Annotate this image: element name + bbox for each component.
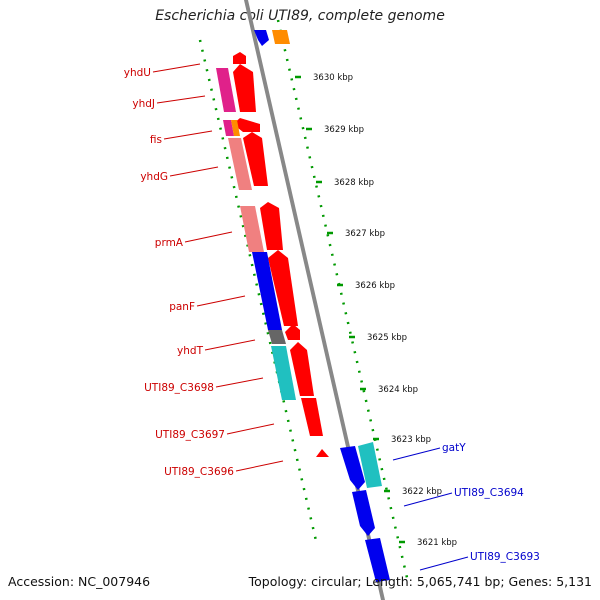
gene-leader-line bbox=[215, 377, 264, 388]
feature-misc bbox=[216, 68, 236, 112]
feature-reverse bbox=[340, 446, 365, 490]
feature-reverse bbox=[358, 442, 382, 488]
gene-label[interactable]: UTI89_C3697 bbox=[155, 429, 225, 441]
gene-label[interactable]: UTI89_C3694 bbox=[454, 487, 524, 499]
feature-forward bbox=[285, 324, 300, 340]
track-forward bbox=[233, 52, 329, 457]
feature-forward bbox=[316, 449, 329, 457]
scale-tick-label: 3629 kbp bbox=[324, 125, 364, 135]
scale-tick-label: 3624 kbp bbox=[378, 385, 418, 395]
scale-tick-label: 3621 kbp bbox=[417, 538, 457, 548]
scale-tick-labels: 3630 kbp 3629 kbp 3628 kbp 3627 kbp 3626 kbp… bbox=[295, 73, 457, 548]
feature-misc bbox=[271, 346, 296, 400]
feature-forward bbox=[268, 250, 298, 326]
ruler-right-dots bbox=[276, 19, 410, 583]
feature-reverse bbox=[254, 30, 269, 46]
genome-summary-text: Topology: circular; Length: 5,065,741 bp… bbox=[248, 574, 592, 589]
gene-leader-line bbox=[403, 492, 453, 507]
scale-tick-label: 3628 kbp bbox=[334, 178, 374, 188]
feature-misc bbox=[240, 206, 264, 252]
gene-leader-line bbox=[204, 339, 256, 351]
feature-forward bbox=[301, 398, 323, 436]
gene-label[interactable]: UTI89_C3693 bbox=[470, 551, 540, 563]
track-reverse bbox=[254, 30, 390, 582]
gene-label[interactable]: yhdJ bbox=[132, 98, 155, 110]
feature-reverse bbox=[365, 538, 390, 582]
feature-misc bbox=[252, 252, 282, 330]
gene-label[interactable]: yhdU bbox=[124, 67, 151, 79]
right-gene-labels: gatY UTI89_C3694 UTI89_C3693 bbox=[392, 442, 540, 571]
gene-leader-line bbox=[184, 231, 233, 243]
gene-label[interactable]: prmA bbox=[155, 237, 184, 249]
scale-tick-label: 3623 kbp bbox=[391, 435, 431, 445]
scale-tick-label: 3622 kbp bbox=[402, 487, 442, 497]
gene-label[interactable]: yhdG bbox=[140, 171, 168, 183]
gene-leader-line bbox=[392, 447, 441, 461]
feature-reverse bbox=[352, 490, 375, 536]
ruler-left-dots bbox=[198, 39, 319, 546]
feature-reverse bbox=[272, 30, 290, 44]
feature-forward bbox=[233, 52, 246, 64]
gene-leader-line bbox=[419, 556, 469, 571]
feature-forward bbox=[290, 342, 314, 396]
gene-label[interactable]: yhdT bbox=[177, 345, 204, 357]
map-title: Escherichia coli UTI89, complete genome bbox=[155, 8, 445, 24]
feature-misc bbox=[223, 120, 234, 136]
gene-label[interactable]: fis bbox=[150, 134, 162, 146]
gene-leader-line bbox=[156, 95, 206, 104]
gene-label[interactable]: UTI89_C3698 bbox=[144, 382, 214, 394]
feature-forward bbox=[233, 64, 256, 112]
feature-misc bbox=[268, 330, 286, 344]
scale-tick-label: 3630 kbp bbox=[313, 73, 353, 83]
gene-leader-line bbox=[152, 63, 201, 73]
scale-tick-label: 3627 kbp bbox=[345, 229, 385, 239]
feature-misc bbox=[228, 138, 252, 190]
gene-leader-line bbox=[163, 130, 213, 140]
ruler-right bbox=[276, 19, 410, 583]
gene-label[interactable]: gatY bbox=[442, 442, 466, 454]
scale-tick-label: 3625 kbp bbox=[367, 333, 407, 343]
gene-leader-line bbox=[235, 460, 284, 472]
feature-misc bbox=[231, 120, 240, 136]
feature-forward bbox=[260, 202, 283, 250]
gene-label[interactable]: panF bbox=[169, 301, 195, 313]
ruler-left bbox=[198, 39, 319, 546]
feature-forward bbox=[243, 132, 268, 186]
gene-leader-line bbox=[196, 295, 246, 307]
left-gene-labels: yhdU yhdJ fis yhdG prmA panF yhdT UTI89_C3698 UT… bbox=[124, 63, 284, 478]
track-forward-misc bbox=[216, 68, 296, 400]
scale-tick-label: 3626 kbp bbox=[355, 281, 395, 291]
gene-leader-line bbox=[169, 166, 219, 177]
feature-forward bbox=[233, 118, 260, 132]
gene-leader-line bbox=[226, 423, 275, 435]
gene-label[interactable]: UTI89_C3696 bbox=[164, 466, 234, 478]
accession-text: Accession: NC_007946 bbox=[8, 574, 151, 589]
